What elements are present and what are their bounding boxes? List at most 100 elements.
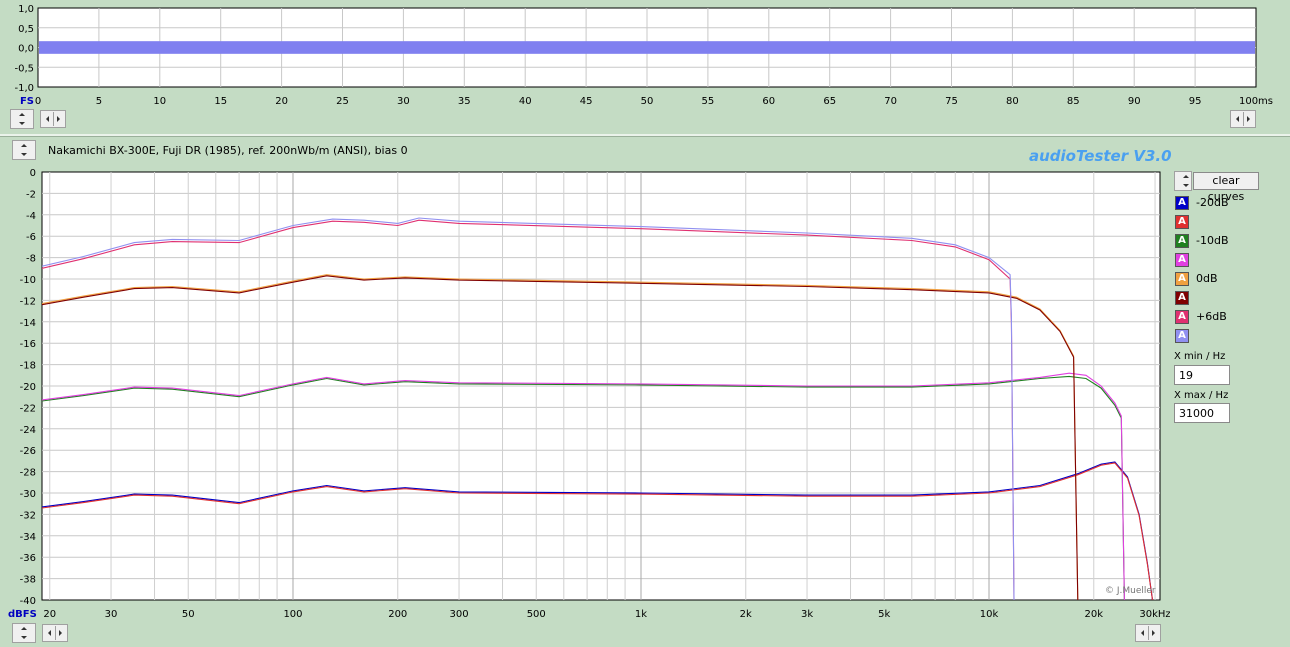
y-tick-label: -14: [20, 318, 36, 329]
waveform-x-tick: 70: [884, 96, 897, 107]
waveform-x-tick: 25: [336, 96, 349, 107]
plot-bottom-spinner[interactable]: [12, 623, 36, 643]
y-tick-label: -30: [20, 489, 36, 500]
legend-label: 0dB: [1196, 272, 1218, 285]
x-tick-label: 50: [182, 609, 195, 620]
x-tick-label: 500: [527, 609, 546, 620]
waveform-y-tick: -1,0: [14, 83, 34, 94]
waveform-unit: FS: [20, 96, 34, 107]
curve-toggle-button[interactable]: A: [1175, 310, 1189, 324]
waveform-x-tick: 30: [397, 96, 410, 107]
waveform-x-tick: 60: [762, 96, 775, 107]
waveform-x-tick: 80: [1006, 96, 1019, 107]
waveform-signal: [39, 41, 1255, 54]
plot-series: [42, 217, 1154, 600]
clear-curves-button[interactable]: clear curves: [1193, 172, 1259, 203]
curve-toggle-button[interactable]: A: [1175, 329, 1189, 343]
waveform-x-tick: 90: [1128, 96, 1141, 107]
x-tick-label: 1k: [635, 609, 647, 620]
x-tick-label: 2k: [740, 609, 752, 620]
x-tick-label: 30kHz: [1139, 609, 1170, 620]
waveform-x-tick: 15: [214, 96, 227, 107]
app-brand: audioTester V3.0: [1029, 147, 1172, 165]
x-tick-label: 10k: [980, 609, 999, 620]
y-tick-label: -4: [26, 211, 36, 222]
plot-scroll-left[interactable]: [42, 624, 68, 642]
waveform-y-tick: 0,0: [18, 44, 34, 55]
waveform-y-axis: 1,0 0,5 0,0 -0,5 -1,0: [14, 4, 34, 94]
waveform-x-tick: 45: [580, 96, 593, 107]
y-tick-label: -36: [20, 553, 36, 564]
waveform-x-tick: 75: [945, 96, 958, 107]
y-tick-label: 0: [30, 168, 36, 179]
x-tick-label: 5k: [878, 609, 890, 620]
plot-scroll-right[interactable]: [1135, 624, 1161, 642]
xmin-label: X min / Hz: [1174, 351, 1226, 362]
waveform-y-tick: 1,0: [18, 4, 34, 15]
waveform-x-tick: 95: [1189, 96, 1202, 107]
plot-zoom-spinner[interactable]: [12, 140, 36, 160]
legend-label: -10dB: [1196, 234, 1229, 247]
y-tick-label: -10: [20, 275, 36, 286]
series-line-7: [42, 217, 1015, 600]
y-tick-label: -24: [20, 425, 36, 436]
y-tick-label: -32: [20, 510, 36, 521]
curve-toggle-button[interactable]: A: [1175, 234, 1189, 248]
y-tick-label: -18: [20, 361, 36, 372]
curve-toggle-button[interactable]: A: [1175, 253, 1189, 267]
y-tick-label: -2: [26, 189, 36, 200]
waveform-zoom-spinner[interactable]: [10, 109, 34, 129]
y-tick-label: -6: [26, 232, 36, 243]
y-axis-unit: dBFS: [8, 609, 37, 620]
waveform-x-tick: 65: [823, 96, 836, 107]
x-tick-label: 300: [449, 609, 468, 620]
y-tick-label: -20: [20, 382, 36, 393]
waveform-scroll-left[interactable]: [40, 110, 66, 128]
x-tick-label: 200: [388, 609, 407, 620]
curve-toggle-button[interactable]: A: [1175, 196, 1189, 210]
measurement-info: Nakamichi BX-300E, Fuji DR (1985), ref. …: [48, 144, 408, 157]
series-line-6: [42, 219, 1015, 600]
waveform-x-tick: 5: [96, 96, 102, 107]
waveform-x-axis: 0 5 10 15 20 25 30 35 40 45 50 55 60 65 70 75 80 85 90 95 10…: [20, 96, 1273, 107]
x-tick-label: 20k: [1085, 609, 1104, 620]
waveform-x-tick: 85: [1067, 96, 1080, 107]
curve-toggle-button[interactable]: A: [1175, 272, 1189, 286]
x-tick-label: 3k: [801, 609, 813, 620]
plot-grid: [41, 171, 1161, 601]
waveform-x-tick: 35: [458, 96, 471, 107]
waveform-scroll-right[interactable]: [1230, 110, 1256, 128]
series-line-2: [42, 375, 1125, 600]
curve-toggle-button[interactable]: A: [1175, 215, 1189, 229]
y-tick-label: -28: [20, 468, 36, 479]
curve-select-spinner[interactable]: [1174, 171, 1192, 191]
waveform-x-tick: 100ms: [1239, 96, 1273, 107]
copyright-text: © J.Mueller: [1105, 586, 1156, 596]
waveform-x-tick: 20: [275, 96, 288, 107]
waveform-y-tick: -0,5: [14, 63, 34, 74]
plot-y-axis: 0 -2 -4 -6 -8 -10 -12 -14 -16 -18 -20 -22 -24 -26 -28 -…: [20, 168, 36, 607]
y-tick-label: -40: [20, 596, 36, 607]
y-tick-label: -22: [20, 403, 36, 414]
series-line-4: [42, 274, 1079, 600]
series-line-0: [42, 461, 1154, 600]
legend-label: -20dB: [1196, 196, 1229, 209]
plot-x-axis: 20 30 50 100 200 300 500 1k 2k 3k 5k 10k 20k 30kHz dBF…: [8, 609, 1170, 620]
x-tick-label: 30: [105, 609, 118, 620]
waveform-x-tick: 50: [641, 96, 654, 107]
y-tick-label: -26: [20, 446, 36, 457]
xmin-input[interactable]: [1174, 365, 1230, 385]
xmax-label: X max / Hz: [1174, 390, 1229, 401]
curve-toggle-button[interactable]: A: [1175, 291, 1189, 305]
y-tick-label: -8: [26, 254, 36, 265]
series-line-3: [42, 372, 1125, 600]
x-tick-label: 20: [43, 609, 56, 620]
xmax-input[interactable]: [1174, 403, 1230, 423]
series-line-1: [42, 462, 1154, 600]
frequency-response-plot: 0 -2 -4 -6 -8 -10 -12 -14 -16 -18 -20 -22 -24 -26 -28 -…: [8, 168, 1170, 620]
waveform-x-tick: 40: [519, 96, 532, 107]
waveform-y-tick: 0,5: [18, 24, 34, 35]
x-tick-label: 100: [283, 609, 302, 620]
y-tick-label: -12: [20, 296, 36, 307]
waveform-x-tick: 0: [35, 96, 41, 107]
